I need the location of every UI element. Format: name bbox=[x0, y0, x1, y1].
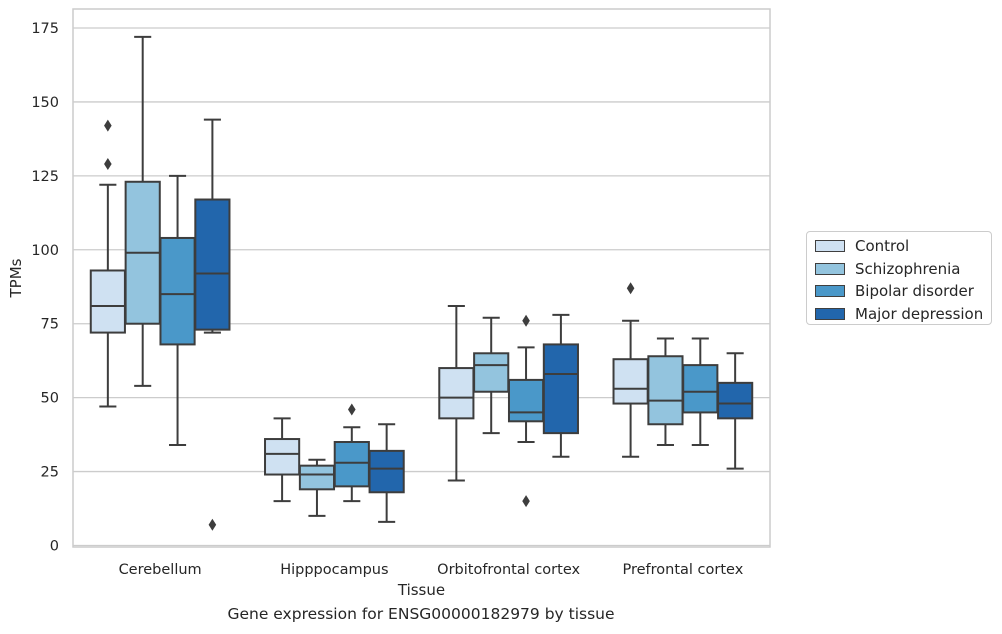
y-tick-label: 75 bbox=[41, 317, 59, 333]
y-axis-ticks: 0 25 50 75 100 125 150 175 bbox=[31, 21, 59, 555]
box-iqr bbox=[473, 352, 510, 393]
legend-item: Control bbox=[815, 236, 909, 256]
chart-caption: Gene expression for ENSG00000182979 by t… bbox=[227, 605, 615, 623]
x-tick-label: Cerebellum bbox=[119, 562, 202, 578]
y-tick-label: 25 bbox=[41, 465, 59, 481]
legend-swatch bbox=[815, 240, 845, 252]
outlier-point bbox=[522, 495, 530, 508]
y-axis-label: TPMs bbox=[7, 258, 25, 298]
box-3-0 bbox=[612, 282, 649, 458]
box-1-3 bbox=[368, 423, 405, 523]
box-iqr bbox=[612, 358, 649, 405]
outlier-point bbox=[626, 282, 635, 295]
y-tick-label: 100 bbox=[31, 243, 59, 259]
legend-label: Schizophrenia bbox=[855, 259, 961, 278]
legend-swatch bbox=[815, 307, 845, 320]
x-tick-label: Hipppocampus bbox=[280, 562, 388, 578]
x-tick-label: Orbitofrontal cortex bbox=[437, 562, 580, 578]
legend: Control Schizophrenia Bipolar disorder Majo… bbox=[806, 231, 992, 325]
box-iqr bbox=[647, 355, 684, 426]
box-iqr bbox=[264, 438, 301, 476]
box-iqr bbox=[159, 236, 196, 346]
box-iqr bbox=[507, 378, 545, 423]
box-1-1 bbox=[298, 458, 336, 517]
box-3-1 bbox=[647, 337, 684, 446]
box-1-0 bbox=[264, 417, 301, 503]
box-0-0 bbox=[89, 119, 126, 408]
y-tick-label: 0 bbox=[50, 539, 59, 555]
box-iqr bbox=[368, 449, 405, 494]
y-tick-label: 50 bbox=[41, 391, 59, 407]
y-tick-label: 125 bbox=[31, 169, 59, 185]
box-3-3 bbox=[717, 352, 754, 470]
outlier-point bbox=[104, 119, 112, 132]
box-iqr bbox=[682, 364, 719, 414]
box-iqr bbox=[298, 464, 336, 491]
box-2-0 bbox=[438, 304, 475, 482]
box-groups bbox=[89, 35, 754, 531]
legend-label: Bipolar disorder bbox=[855, 282, 974, 300]
legend-label: Major depression bbox=[855, 304, 984, 323]
box-iqr bbox=[542, 343, 579, 435]
box-0-3 bbox=[194, 118, 231, 531]
box-2-1 bbox=[473, 316, 510, 435]
outlier-point bbox=[208, 518, 217, 531]
box-iqr bbox=[333, 441, 370, 488]
x-axis-label: Tissue bbox=[397, 581, 445, 599]
box-iqr bbox=[194, 198, 231, 331]
legend-swatch bbox=[815, 262, 845, 275]
legend-item: Bipolar disorder bbox=[815, 281, 974, 301]
legend-item: Schizophrenia bbox=[815, 259, 960, 279]
plot-frame bbox=[72, 8, 771, 548]
legend-label: Control bbox=[855, 237, 910, 255]
box-2-2 bbox=[507, 314, 545, 508]
outlier-point bbox=[348, 403, 356, 416]
box-0-2 bbox=[159, 174, 196, 446]
box-3-2 bbox=[682, 337, 719, 446]
box-iqr bbox=[438, 367, 475, 420]
box-iqr bbox=[717, 381, 754, 420]
y-tick-label: 175 bbox=[31, 21, 59, 37]
legend-item: Major depression bbox=[815, 304, 983, 324]
box-iqr bbox=[89, 269, 126, 334]
legend-swatch bbox=[815, 285, 845, 297]
box-2-3 bbox=[542, 313, 579, 458]
box-1-2 bbox=[333, 403, 370, 503]
x-axis-ticks: Cerebellum Hipppocampus Orbitofrontal cort… bbox=[119, 562, 744, 578]
outlier-point bbox=[104, 158, 112, 171]
outlier-point bbox=[522, 314, 530, 327]
y-tick-label: 150 bbox=[31, 95, 59, 111]
x-tick-label: Prefrontal cortex bbox=[622, 562, 743, 578]
box-0-1 bbox=[124, 35, 161, 387]
